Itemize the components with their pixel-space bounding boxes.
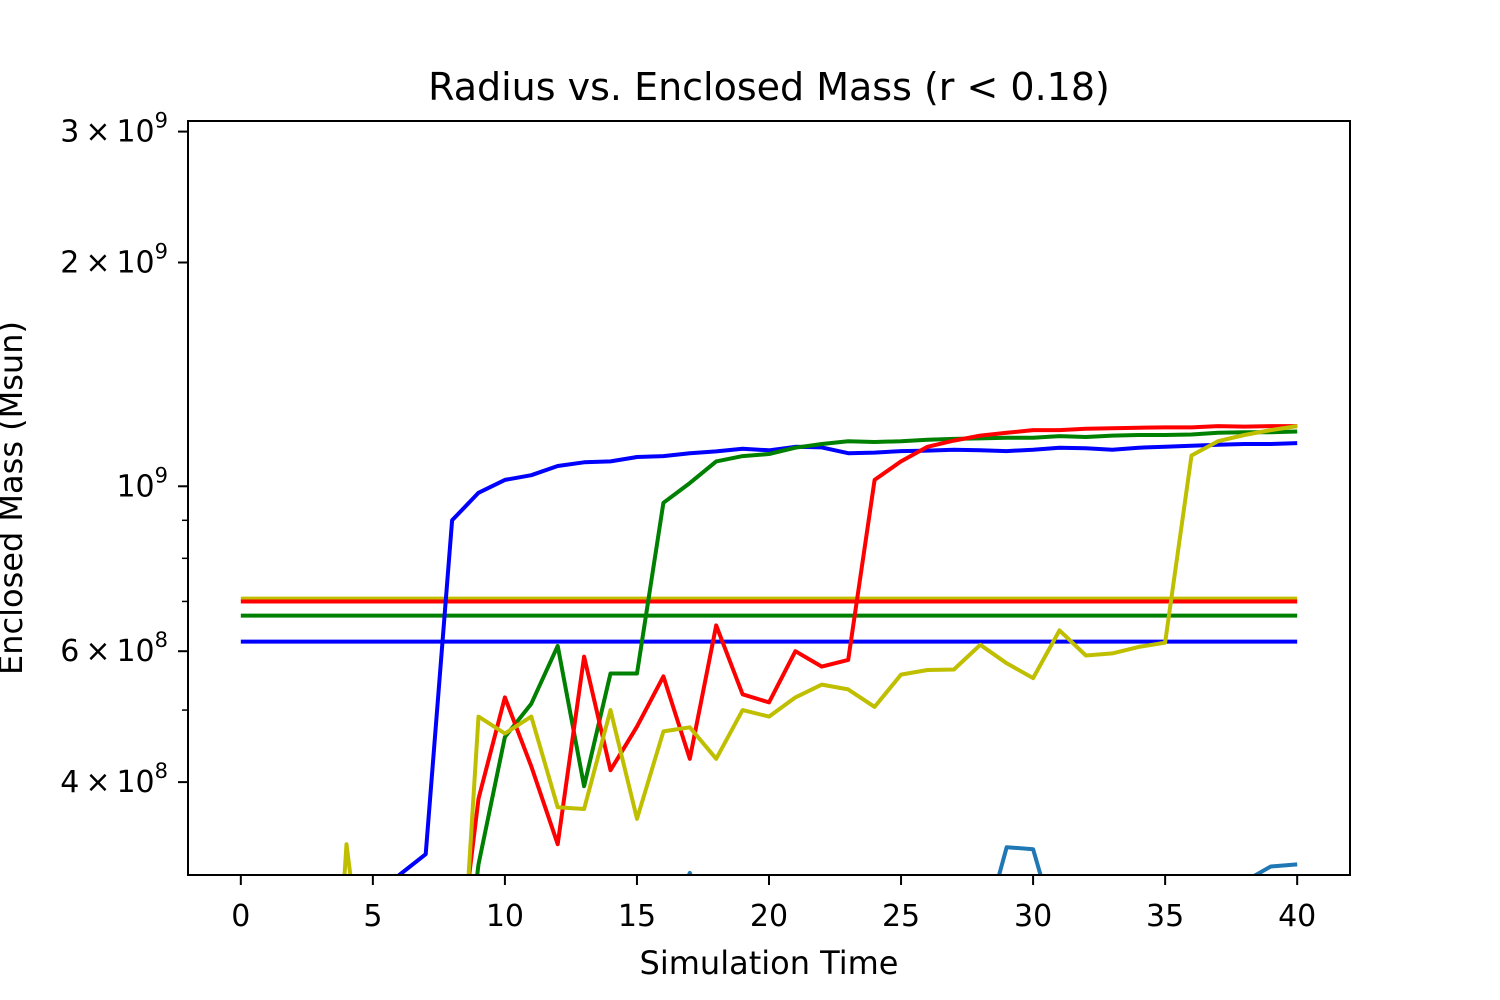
y-axis-label: Enclosed Mass (Msun) xyxy=(0,321,30,675)
y-axis: 4 × 108 6 × 108 109 2 × 109 3 × 109 xyxy=(60,109,188,800)
x-tick-label: 40 xyxy=(1278,899,1316,934)
x-tick-label: 20 xyxy=(750,899,788,934)
x-tick-label: 15 xyxy=(618,899,656,934)
series-line-4 xyxy=(342,424,1298,875)
x-axis-label: Simulation Time xyxy=(640,944,899,982)
series-line-3 xyxy=(467,424,1298,875)
x-tick-label: 0 xyxy=(231,899,250,934)
x-tick-label: 35 xyxy=(1146,899,1184,934)
series-line-0 xyxy=(686,845,1298,875)
y-tick-label: 4 × 108 xyxy=(60,759,168,800)
x-tick-label: 5 xyxy=(363,899,382,934)
data-layer xyxy=(240,424,1298,875)
x-tick-label: 10 xyxy=(486,899,524,934)
y-tick-label: 3 × 109 xyxy=(60,109,168,150)
y-tick-label: 6 × 108 xyxy=(60,628,168,669)
plot-area xyxy=(188,121,1350,875)
x-axis: 0 5 10 15 20 25 30 35 40 xyxy=(231,875,1316,934)
y-tick-label: 2 × 109 xyxy=(60,239,168,280)
y-tick-label: 109 xyxy=(116,463,168,504)
series-line-2 xyxy=(475,429,1298,875)
x-tick-label: 30 xyxy=(1014,899,1052,934)
x-tick-label: 25 xyxy=(882,899,920,934)
series-line-1 xyxy=(397,441,1298,875)
chart-title: Radius vs. Enclosed Mass (r < 0.18) xyxy=(428,65,1110,109)
